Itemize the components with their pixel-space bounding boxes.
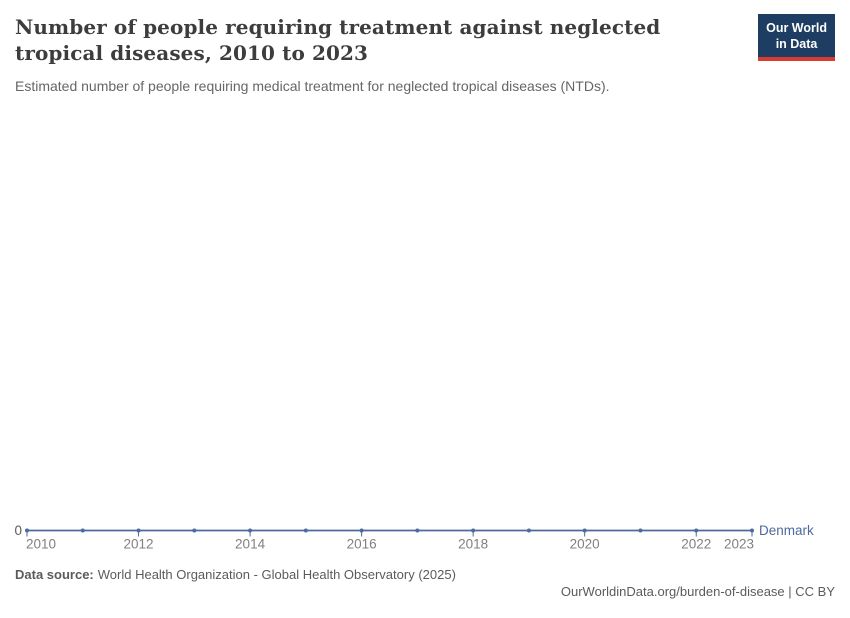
data-source: Data source: World Health Organization - … — [15, 567, 456, 618]
data-point[interactable] — [526, 528, 531, 533]
x-axis-tick-label: 2012 — [124, 537, 154, 552]
data-point[interactable] — [80, 528, 85, 533]
x-axis-tick-label: 2022 — [681, 537, 711, 552]
x-axis-tick-label: 2020 — [570, 537, 600, 552]
line-chart-canvas[interactable]: 2010 2012 2014 2016 2018 2020 2022 2023 0 Denmark — [0, 0, 850, 600]
x-axis-tick-label: 2010 — [26, 537, 56, 552]
license-link[interactable]: CC BY — [795, 583, 835, 599]
series-label-denmark[interactable]: Denmark — [759, 523, 814, 538]
y-axis-tick-label: 0 — [14, 523, 22, 538]
data-point[interactable] — [471, 528, 476, 533]
x-axis-tick-label: 2023 — [724, 537, 754, 552]
data-source-value: World Health Organization - Global Healt… — [97, 567, 456, 582]
owid-logo[interactable]: Our World in Data — [758, 14, 835, 61]
data-point[interactable] — [136, 528, 141, 533]
data-point[interactable] — [359, 528, 364, 533]
data-point[interactable] — [25, 528, 29, 533]
data-point[interactable] — [582, 528, 587, 533]
data-point[interactable] — [248, 528, 253, 533]
chart-title: Number of people requiring treatment aga… — [15, 15, 661, 65]
data-point[interactable] — [694, 528, 699, 533]
data-point[interactable] — [750, 528, 754, 533]
chart-header: Number of people requiring treatment aga… — [15, 14, 835, 95]
footer-links: OurWorldinData.org/burden-of-disease | C… — [546, 567, 835, 618]
data-point[interactable] — [192, 528, 197, 533]
x-axis-tick-label: 2018 — [458, 537, 488, 552]
x-axis-tick-label: 2014 — [235, 537, 266, 552]
chart-subtitle: Estimated number of people requiring med… — [15, 78, 610, 94]
owid-logo-line1: Our World — [766, 21, 827, 35]
owid-grapher-page: { "header": { "title": "Number of people… — [0, 0, 850, 600]
data-point[interactable] — [303, 528, 308, 533]
data-source-label: Data source: — [15, 567, 94, 582]
owid-url-link[interactable]: OurWorldinData.org/burden-of-disease — [560, 583, 785, 599]
data-point[interactable] — [638, 528, 643, 533]
chart-footer: Data source: World Health Organization - … — [15, 567, 835, 618]
x-axis-tick-label: 2016 — [347, 537, 377, 552]
license-separator: | — [784, 583, 796, 599]
owid-logo-line2: in Data — [775, 37, 818, 52]
data-point[interactable] — [415, 528, 420, 533]
